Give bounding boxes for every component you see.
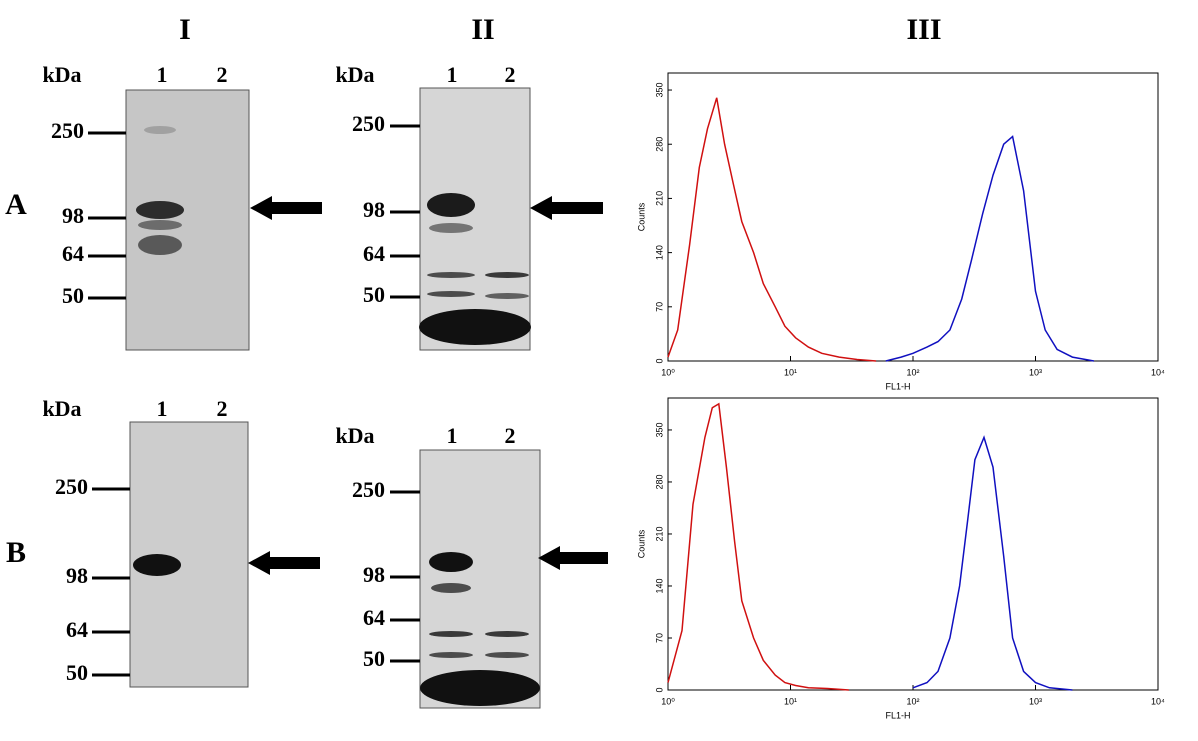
band	[427, 193, 475, 217]
lane-label: 2	[505, 423, 516, 448]
band	[485, 631, 529, 637]
band	[419, 309, 531, 345]
marker-label: 250	[55, 474, 88, 499]
band	[427, 291, 475, 297]
histogram-line	[667, 402, 849, 691]
marker-label: 64	[62, 241, 84, 266]
blot	[419, 449, 541, 709]
band	[136, 201, 184, 219]
band	[485, 272, 529, 278]
x-axis-title: FL1-H	[885, 710, 910, 720]
band	[429, 631, 473, 637]
unit-label: kDa	[42, 396, 81, 421]
x-tick-label: 10⁴	[1151, 367, 1165, 377]
histogram-line	[912, 435, 1073, 691]
band	[144, 126, 176, 134]
lane-label: 2	[505, 62, 516, 87]
y-tick-label: 0	[654, 687, 664, 692]
y-tick-label: 140	[654, 578, 664, 593]
column-label: II	[471, 13, 494, 46]
marker-label: 64	[363, 241, 385, 266]
x-tick-label: 10¹	[784, 696, 797, 706]
lane-label: 2	[217, 62, 228, 87]
y-tick-label: 350	[654, 83, 664, 98]
lane-label: 1	[157, 396, 168, 421]
blot	[419, 87, 531, 351]
x-tick-label: 10⁰	[661, 367, 675, 377]
lane-label: 2	[217, 396, 228, 421]
marker-label: 98	[363, 197, 385, 222]
band	[427, 272, 475, 278]
lane-label: 1	[157, 62, 168, 87]
blot	[129, 421, 249, 688]
row-label: A	[5, 188, 27, 221]
x-tick-label: 10³	[1029, 696, 1042, 706]
band	[138, 220, 182, 230]
band	[431, 583, 471, 593]
marker-label: 50	[62, 283, 84, 308]
y-axis-title: Counts	[636, 202, 646, 231]
marker-label: 64	[66, 617, 88, 642]
y-tick-label: 280	[654, 474, 664, 489]
row-label: B	[6, 536, 26, 569]
band	[133, 554, 181, 576]
marker-label: 50	[363, 646, 385, 671]
arrow	[250, 196, 322, 220]
y-tick-label: 210	[654, 526, 664, 541]
band	[429, 552, 473, 572]
histogram-line	[667, 97, 877, 362]
band	[138, 235, 182, 255]
x-tick-label: 10²	[906, 696, 919, 706]
lane-label: 1	[447, 62, 458, 87]
y-tick-label: 280	[654, 137, 664, 152]
y-tick-label: 70	[654, 633, 664, 643]
y-axis-title: Counts	[636, 529, 646, 558]
arrow	[530, 196, 603, 220]
unit-label: kDa	[42, 62, 81, 87]
y-tick-label: 210	[654, 191, 664, 206]
x-tick-label: 10²	[906, 367, 919, 377]
column-label: III	[906, 13, 941, 46]
band	[420, 670, 540, 706]
y-tick-label: 70	[654, 302, 664, 312]
marker-label: 64	[363, 605, 385, 630]
marker-label: 250	[352, 477, 385, 502]
marker-label: 98	[363, 562, 385, 587]
column-label: I	[179, 13, 191, 46]
histogram-line	[885, 135, 1095, 362]
x-tick-label: 10⁴	[1151, 696, 1165, 706]
blot	[125, 89, 250, 351]
lane-label: 1	[447, 423, 458, 448]
marker-label: 50	[363, 282, 385, 307]
arrow	[538, 546, 608, 570]
unit-label: kDa	[335, 423, 374, 448]
marker-label: 50	[66, 660, 88, 685]
x-tick-label: 10¹	[784, 367, 797, 377]
y-tick-label: 350	[654, 422, 664, 437]
band	[429, 223, 473, 233]
x-tick-label: 10³	[1029, 367, 1042, 377]
x-tick-label: 10⁰	[661, 696, 675, 706]
band	[485, 293, 529, 299]
band	[485, 652, 529, 658]
x-axis-title: FL1-H	[885, 381, 910, 391]
band	[429, 652, 473, 658]
marker-label: 250	[51, 118, 84, 143]
y-tick-label: 140	[654, 245, 664, 260]
marker-label: 250	[352, 111, 385, 136]
unit-label: kDa	[335, 62, 374, 87]
y-tick-label: 0	[654, 358, 664, 363]
arrow	[248, 551, 320, 575]
marker-label: 98	[62, 203, 84, 228]
marker-label: 98	[66, 563, 88, 588]
